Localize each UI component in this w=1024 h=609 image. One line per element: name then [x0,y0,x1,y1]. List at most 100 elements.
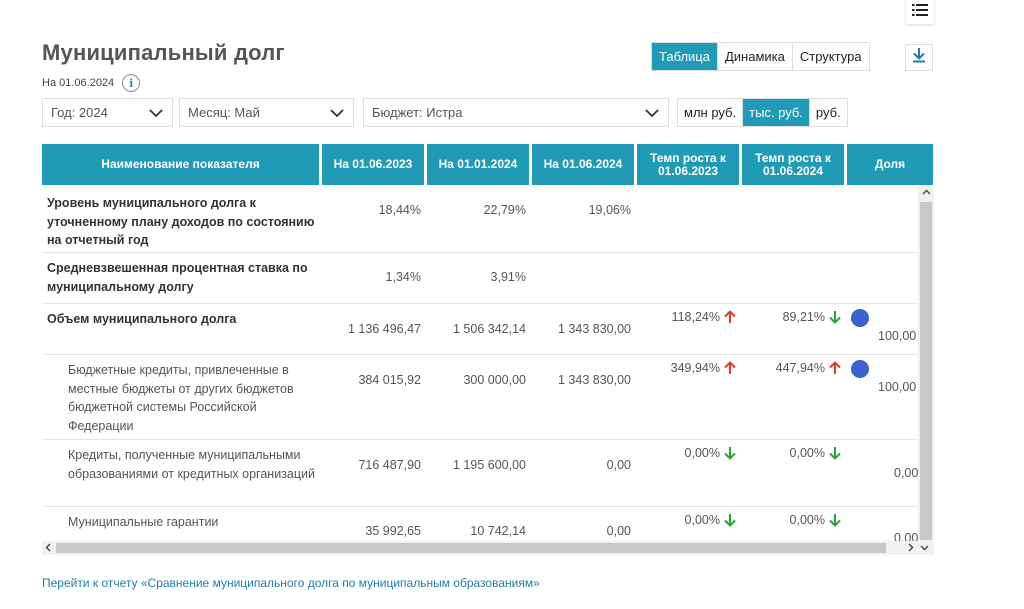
growth-rate-value: 118,24% [671,310,720,324]
value-cell: 1 343 830,00 [558,373,631,387]
chevron-down-icon [148,105,164,121]
indicator-name: Кредиты, полученные муниципальными образ… [68,448,315,481]
value-cell: 0,00 [606,458,631,472]
unit-tabs: млн руб. тыс. руб. руб. [677,98,848,127]
indicator-name: Объем муниципального долга [47,312,237,326]
growth-rate-cell: 118,24% [636,310,736,324]
value-cell: 1,34% [385,270,421,284]
unit-thousand[interactable]: тыс. руб. [742,99,809,126]
value-cell: 384 015,92 [358,373,421,387]
share-value: 0,00 [894,466,919,480]
menu-button[interactable] [906,0,934,24]
growth-rate-cell: 0,00% [741,513,841,527]
growth-rate-value: 349,94% [670,361,720,375]
value-cell: 18,44% [378,203,421,217]
growth-rate-value: 0,00% [789,513,825,527]
tab-dynamics[interactable]: Динамика [716,43,792,70]
horizontal-scrollbar[interactable] [42,541,934,555]
share-indicator-dot [851,309,869,327]
table-row[interactable]: Уровень муниципального долга к уточненно… [42,188,920,253]
unit-mln[interactable]: млн руб. [678,99,743,126]
budget-select-value: Бюджет: Истра [372,105,463,120]
value-cell: 3,91% [490,270,526,284]
scroll-up-icon[interactable] [922,188,931,198]
scroll-right-icon[interactable] [908,543,914,555]
report-date-label: На 01.06.2024 [42,77,115,89]
growth-rate-cell: 0,00% [636,513,736,527]
value-cell: 35 992,65 [365,524,421,538]
column-header[interactable]: Наименование показателя [42,144,319,185]
value-cell: 1 136 496,47 [348,322,421,336]
vertical-scroll-thumb[interactable] [920,202,932,540]
column-header[interactable]: На 01.06.2023 [322,144,424,185]
view-tabs: Таблица Динамика Структура [651,42,870,71]
growth-rate-value: 89,21% [782,310,825,324]
growth-rate-cell: 0,00% [636,446,736,460]
growth-rate-cell: 89,21% [741,310,841,324]
arrow-down-icon [829,310,841,324]
value-cell: 1 506 342,14 [453,322,526,336]
table-header: Наименование показателя На 01.06.2023 На… [42,144,934,185]
comparison-report-link[interactable]: Перейти к отчету «Сравнение муниципально… [42,576,540,590]
value-cell: 716 487,90 [358,458,421,472]
growth-rate-value: 0,00% [789,446,825,460]
table-row[interactable]: Бюджетные кредиты, привлеченные в местны… [42,355,920,440]
value-cell: 1 343 830,00 [558,322,631,336]
budget-select[interactable]: Бюджет: Истра [363,98,669,127]
table-row[interactable]: Муниципальные гарантии 35 992,65 10 742,… [42,507,920,556]
year-select[interactable]: Год: 2024 [42,98,173,127]
arrow-up-icon [724,310,736,324]
indicator-name: Муниципальные гарантии [68,515,219,529]
table-row[interactable]: Объем муниципального долга 1 136 496,47 … [42,304,920,355]
chevron-down-icon [329,105,345,121]
year-select-value: Год: 2024 [51,105,108,120]
unit-rub[interactable]: руб. [808,99,847,126]
download-icon [912,47,926,68]
value-cell: 1 195 600,00 [453,458,526,472]
list-menu-icon [912,3,928,21]
column-header[interactable]: Темп роста к 01.06.2024 [742,144,844,185]
indicator-name: Уровень муниципального долга к уточненно… [47,196,315,247]
chevron-down-icon [644,105,660,121]
share-indicator-dot [851,360,869,378]
growth-rate-cell: 447,94% [741,361,841,375]
value-cell: 0,00 [606,524,631,538]
horizontal-scroll-thumb[interactable] [56,543,886,553]
page-title: Муниципальный долг [42,40,285,65]
download-button[interactable] [905,44,933,71]
growth-rate-cell: 349,94% [636,361,736,375]
value-cell: 19,06% [588,203,631,217]
growth-rate-value: 0,00% [684,446,720,460]
column-header[interactable]: Темп роста к 01.06.2023 [637,144,739,185]
growth-rate-value: 0,00% [684,513,720,527]
arrow-down-icon [724,446,736,460]
arrow-up-icon [724,361,736,375]
arrow-up-icon [829,361,841,375]
scroll-down-icon[interactable] [920,544,929,554]
growth-rate-cell: 0,00% [741,446,841,460]
report-date: На 01.06.2024 i [42,74,141,92]
share-value: 100,00 [878,380,917,394]
growth-rate-value: 447,94% [775,361,825,375]
arrow-down-icon [829,446,841,460]
arrow-down-icon [724,513,736,527]
info-icon[interactable]: i [122,74,141,92]
arrow-down-icon [829,513,841,527]
share-value: 100,00 [878,329,917,343]
value-cell: 22,79% [483,203,526,217]
value-cell: 300 000,00 [463,373,526,387]
scroll-left-icon[interactable] [45,543,51,555]
month-select-value: Месяц: Май [188,105,260,120]
column-header[interactable]: На 01.06.2024 [532,144,634,185]
table-row[interactable]: Кредиты, полученные муниципальными образ… [42,440,920,507]
table-body: Уровень муниципального долга к уточненно… [42,188,920,556]
vertical-scrollbar[interactable] [918,186,934,542]
tab-table[interactable]: Таблица [652,43,717,70]
month-select[interactable]: Месяц: Май [179,98,354,127]
column-header[interactable]: На 01.01.2024 [427,144,529,185]
column-header[interactable]: Доля [847,144,933,185]
tab-structure[interactable]: Структура [791,43,869,70]
table-row[interactable]: Средневзвешенная процентная ставка по му… [42,253,920,304]
indicator-name: Бюджетные кредиты, привлеченные в местны… [68,363,294,433]
value-cell: 10 742,14 [470,524,526,538]
